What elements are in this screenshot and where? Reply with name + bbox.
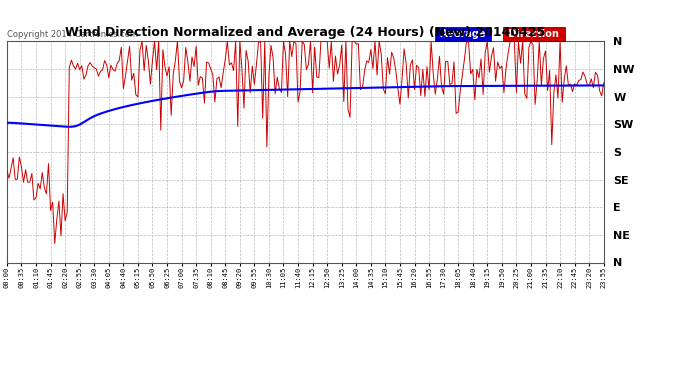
Text: Copyright 2014 Cartronics.com: Copyright 2014 Cartronics.com [7, 30, 138, 39]
Text: Direction: Direction [505, 29, 562, 39]
Text: Average: Average [437, 29, 489, 39]
Title: Wind Direction Normalized and Average (24 Hours) (New) 20140425: Wind Direction Normalized and Average (2… [65, 26, 546, 39]
